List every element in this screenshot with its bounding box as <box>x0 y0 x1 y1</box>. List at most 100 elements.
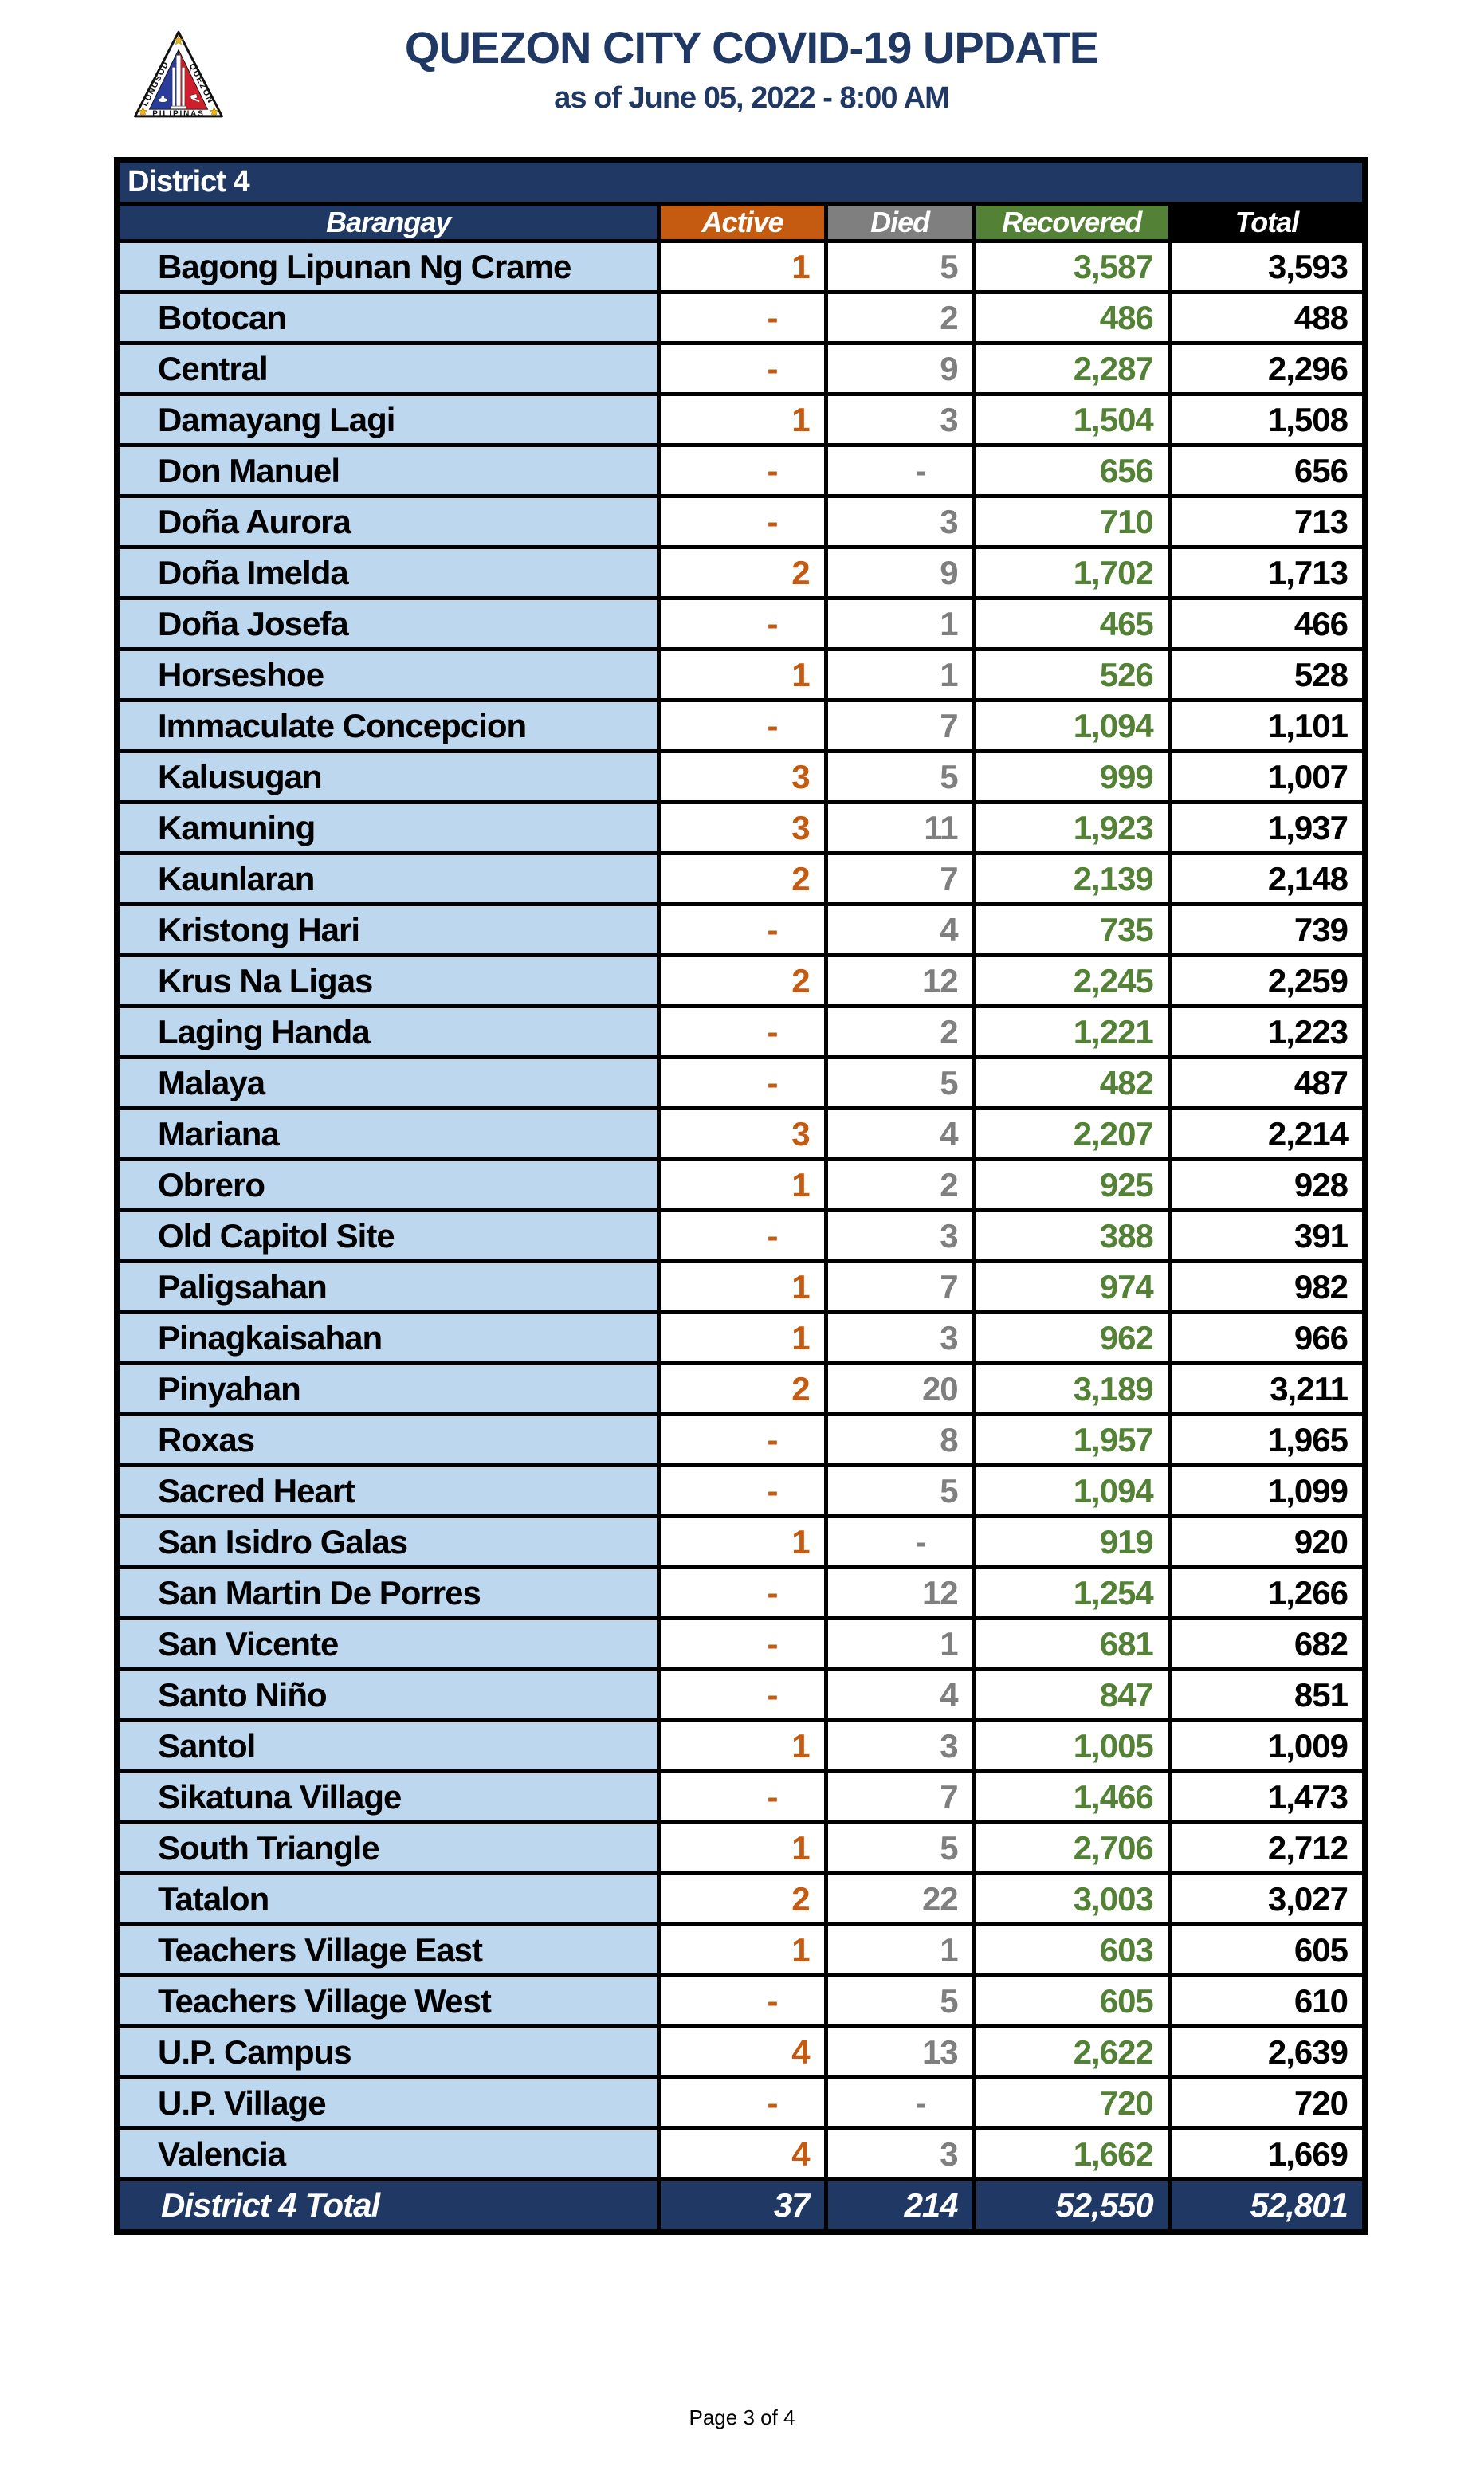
recovered-value-cell: 2,245 <box>972 953 1172 1008</box>
barangay-name-cell: Mariana <box>114 1106 662 1161</box>
died-value-cell: 9 <box>823 341 976 396</box>
recovered-value-cell: 974 <box>972 1259 1172 1314</box>
died-value-cell: 20 <box>823 1361 976 1416</box>
table-row: Kristong Hari -4 735 739 <box>114 902 1368 957</box>
table-row: Tatalon 2 22 3,003 3,027 <box>114 1871 1368 1926</box>
district-total-recovered: 52,550 <box>972 2177 1172 2234</box>
active-value-cell: 1 <box>657 239 828 294</box>
died-value-cell: 5 <box>823 239 976 294</box>
died-value-cell: 1 <box>823 1616 976 1671</box>
table-row: South Triangle 1 5 2,706 2,712 <box>114 1820 1368 1875</box>
active-value-cell: - <box>657 2075 828 2130</box>
table-body: Bagong Lipunan Ng Crame 1 5 3,587 3,593 Botoc… <box>114 239 1368 2181</box>
total-value-cell: 1,508 <box>1167 392 1368 447</box>
active-value-cell: 1 <box>657 1820 828 1875</box>
recovered-value-cell: 1,504 <box>972 392 1172 447</box>
active-value-cell: 4 <box>657 2024 828 2079</box>
total-value-cell: 3,593 <box>1167 239 1368 294</box>
table-row: Santol 1 3 1,005 1,009 <box>114 1718 1368 1773</box>
total-value-cell: 487 <box>1167 1055 1368 1110</box>
total-value-cell: 2,259 <box>1167 953 1368 1008</box>
column-header-recovered: Recovered <box>972 202 1172 243</box>
total-value-cell: 1,937 <box>1167 800 1368 855</box>
table-row: Teachers Village East 1 1 603 605 <box>114 1922 1368 1977</box>
recovered-value-cell: 482 <box>972 1055 1172 1110</box>
seal-monument <box>170 55 187 109</box>
died-value-cell: 2 <box>823 1157 976 1212</box>
table-row: Doña Imelda 2 9 1,702 1,713 <box>114 545 1368 600</box>
recovered-value-cell: 1,094 <box>972 698 1172 753</box>
district-total-died: 214 <box>823 2177 976 2234</box>
active-value-cell: 1 <box>657 392 828 447</box>
recovered-value-cell: 1,957 <box>972 1412 1172 1467</box>
seal-lamp-icon <box>158 96 168 103</box>
seal-bottom-text: PILIPINAS <box>152 109 204 118</box>
barangay-name-cell: San Isidro Galas <box>114 1514 662 1569</box>
active-value-cell: 1 <box>657 1310 828 1365</box>
barangay-name-cell: Doña Aurora <box>114 494 662 549</box>
page-title: QUEZON CITY COVID-19 UPDATE <box>404 22 1099 73</box>
total-value-cell: 928 <box>1167 1157 1368 1212</box>
active-value-cell: 1 <box>657 1259 828 1314</box>
total-value-cell: 713 <box>1167 494 1368 549</box>
died-value-cell: 4 <box>823 902 976 957</box>
died-value-cell: 2 <box>823 1004 976 1059</box>
table-row: Horseshoe 1 1 526 528 <box>114 647 1368 702</box>
recovered-value-cell: 735 <box>972 902 1172 957</box>
died-value-cell: 4 <box>823 1667 976 1722</box>
total-value-cell: 656 <box>1167 443 1368 498</box>
total-value-cell: 528 <box>1167 647 1368 702</box>
total-value-cell: 2,296 <box>1167 341 1368 396</box>
table-row: Old Capitol Site -3 388 391 <box>114 1208 1368 1263</box>
total-value-cell: 682 <box>1167 1616 1368 1671</box>
table-row: Laging Handa -2 1,221 1,223 <box>114 1004 1368 1059</box>
column-header-row: Barangay Active Died Recovered Total <box>114 202 1368 243</box>
recovered-value-cell: 962 <box>972 1310 1172 1365</box>
table-row: Roxas -8 1,957 1,965 <box>114 1412 1368 1467</box>
total-value-cell: 391 <box>1167 1208 1368 1263</box>
recovered-value-cell: 3,189 <box>972 1361 1172 1416</box>
total-value-cell: 3,211 <box>1167 1361 1368 1416</box>
recovered-value-cell: 526 <box>972 647 1172 702</box>
total-value-cell: 1,473 <box>1167 1769 1368 1824</box>
died-value-cell: 7 <box>823 851 976 906</box>
barangay-name-cell: South Triangle <box>114 1820 662 1875</box>
barangay-name-cell: Pinyahan <box>114 1361 662 1416</box>
died-value-cell: 13 <box>823 2024 976 2079</box>
barangay-name-cell: Laging Handa <box>114 1004 662 1059</box>
barangay-name-cell: Kalusugan <box>114 749 662 804</box>
died-value-cell: 11 <box>823 800 976 855</box>
active-value-cell: 4 <box>657 2126 828 2181</box>
barangay-name-cell: Tatalon <box>114 1871 662 1926</box>
recovered-value-cell: 1,005 <box>972 1718 1172 1773</box>
total-value-cell: 3,027 <box>1167 1871 1368 1926</box>
recovered-value-cell: 1,466 <box>972 1769 1172 1824</box>
barangay-name-cell: Kristong Hari <box>114 902 662 957</box>
table-row: Kamuning 3 11 1,923 1,937 <box>114 800 1368 855</box>
barangay-name-cell: Horseshoe <box>114 647 662 702</box>
title-block: QUEZON CITY COVID-19 UPDATE as of June 0… <box>19 26 1484 116</box>
total-value-cell: 1,009 <box>1167 1718 1368 1773</box>
active-value-cell: - <box>657 290 828 345</box>
active-value-cell: - <box>657 1565 828 1620</box>
active-value-cell: 2 <box>657 1361 828 1416</box>
recovered-value-cell: 465 <box>972 596 1172 651</box>
recovered-value-cell: 847 <box>972 1667 1172 1722</box>
table-row: Mariana 3 4 2,207 2,214 <box>114 1106 1368 1161</box>
column-header-barangay: Barangay <box>114 202 662 243</box>
total-value-cell: 982 <box>1167 1259 1368 1314</box>
active-value-cell: 2 <box>657 851 828 906</box>
died-value-cell: 3 <box>823 1718 976 1773</box>
active-value-cell: 2 <box>657 545 828 600</box>
total-value-cell: 2,712 <box>1167 1820 1368 1875</box>
barangay-name-cell: Kaunlaran <box>114 851 662 906</box>
died-value-cell: 1 <box>823 596 976 651</box>
recovered-value-cell: 919 <box>972 1514 1172 1569</box>
total-value-cell: 1,099 <box>1167 1463 1368 1518</box>
column-header-active: Active <box>657 202 828 243</box>
barangay-name-cell: Botocan <box>114 290 662 345</box>
died-value-cell: 1 <box>823 1922 976 1977</box>
barangay-name-cell: Sacred Heart <box>114 1463 662 1518</box>
recovered-value-cell: 1,923 <box>972 800 1172 855</box>
total-value-cell: 610 <box>1167 1973 1368 2028</box>
